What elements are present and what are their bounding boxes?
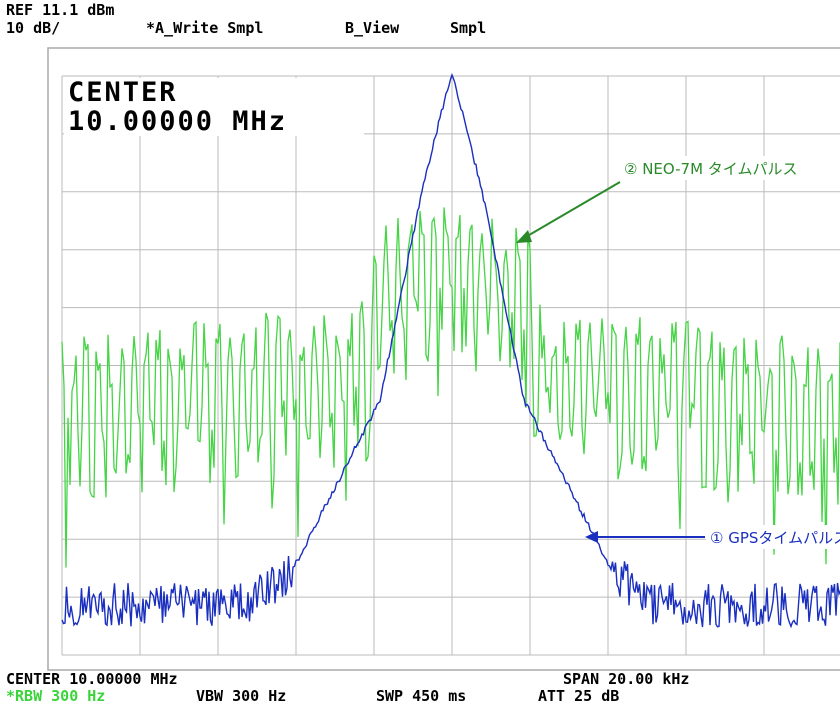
arrow-head-green [516,230,532,243]
arrow-green [523,181,621,239]
footer-center: CENTER 10.00000 MHz [6,670,178,688]
label-box-blue [706,525,840,549]
trace-green [61,207,840,568]
footer-rbw: *RBW 300 Hz [6,687,105,705]
trace-b-mode: Smpl [450,19,486,37]
trace-a: *A_Write Smpl [146,19,263,37]
trace-b: B_View [345,19,400,37]
arrow-head-blue [585,531,598,543]
center-value: 10.00000 MHz [68,106,287,137]
footer-span: SPAN 20.00 kHz [563,670,689,688]
center-label: CENTER [68,77,178,108]
label-box-green [620,156,840,180]
annotation-gps: ① GPSタイムパルス [710,529,840,547]
center-box [64,78,364,136]
footer-att: ATT 25 dB [538,687,619,705]
ref-level: REF 11.1 dBm [6,1,114,19]
frame [47,47,840,671]
annotation-neo7m: ② NEO-7M タイムパルス [624,160,798,178]
traces [61,72,840,629]
footer-swp: SWP 450 ms [376,687,466,705]
footer-vbw: VBW 300 Hz [196,687,286,705]
trace-blue [61,72,840,629]
scale: 10 dB/ [6,19,60,37]
